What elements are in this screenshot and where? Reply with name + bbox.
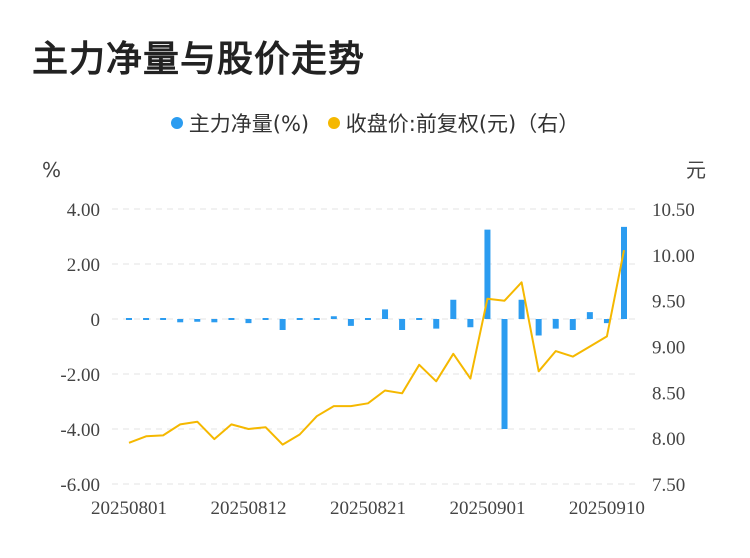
left-tick-label: 4.00 bbox=[67, 200, 100, 221]
legend-dot-net-volume bbox=[170, 117, 183, 129]
x-tick-label: 20250821 bbox=[330, 498, 406, 519]
net-volume-bar[interactable] bbox=[586, 312, 593, 319]
net-volume-bar[interactable] bbox=[535, 319, 542, 336]
net-volume-bar[interactable] bbox=[313, 318, 320, 320]
net-volume-bar[interactable] bbox=[501, 319, 508, 429]
left-tick-label: -2.00 bbox=[60, 365, 100, 386]
net-volume-bar[interactable] bbox=[433, 319, 440, 329]
net-volume-bar[interactable] bbox=[399, 319, 406, 330]
page-title: 主力净量与股价走势 bbox=[32, 39, 366, 80]
left-tick-label: 0 bbox=[91, 310, 101, 331]
right-tick-label: 9.00 bbox=[652, 338, 685, 359]
right-tick-label: 10.50 bbox=[652, 200, 695, 221]
right-axis-unit: 元 bbox=[686, 158, 706, 182]
net-volume-bar[interactable] bbox=[279, 319, 286, 330]
net-volume-bar[interactable] bbox=[450, 299, 457, 319]
x-tick-label: 20250910 bbox=[569, 498, 645, 519]
net-volume-bar[interactable] bbox=[143, 318, 150, 320]
net-volume-bar[interactable] bbox=[552, 319, 559, 329]
close-price-line[interactable] bbox=[128, 250, 625, 446]
net-volume-bar[interactable] bbox=[603, 319, 610, 324]
legend-item-close-price[interactable]: 收盘价:前复权(元)（右） bbox=[327, 108, 580, 138]
x-tick-label: 20250801 bbox=[91, 498, 167, 519]
net-volume-bar[interactable] bbox=[347, 319, 354, 326]
net-volume-bar[interactable] bbox=[126, 318, 132, 320]
x-tick-label: 20250812 bbox=[210, 498, 286, 519]
net-volume-bar[interactable] bbox=[364, 318, 371, 320]
x-axis-ticks: 20250801 20250812 20250821 20250901 20250910 bbox=[91, 498, 645, 519]
grid-lines bbox=[112, 208, 640, 485]
net-volume-bar[interactable] bbox=[160, 318, 167, 320]
left-tick-label: -4.00 bbox=[60, 420, 100, 441]
chart-legend: 主力净量(%) 收盘价:前复权(元)（右） bbox=[0, 108, 750, 138]
left-tick-label: -6.00 bbox=[60, 475, 100, 496]
net-volume-bar[interactable] bbox=[228, 318, 235, 320]
net-volume-bar[interactable] bbox=[382, 309, 389, 319]
right-tick-label: 7.50 bbox=[652, 475, 685, 496]
left-axis-unit: % bbox=[42, 158, 61, 182]
net-volume-bar[interactable] bbox=[296, 318, 303, 320]
net-volume-bars bbox=[126, 226, 627, 429]
net-volume-bar[interactable] bbox=[330, 316, 337, 319]
net-volume-bar[interactable] bbox=[262, 318, 269, 320]
net-volume-bar[interactable] bbox=[518, 299, 525, 319]
legend-dot-close-price bbox=[327, 117, 340, 129]
right-axis-ticks: 10.50 10.00 9.50 9.00 8.50 8.00 7.50 bbox=[652, 200, 695, 496]
legend-label-net-volume: 主力净量(%) bbox=[188, 112, 310, 136]
legend-item-net-volume[interactable]: 主力净量(%) bbox=[170, 108, 310, 138]
right-tick-label: 9.50 bbox=[652, 292, 685, 313]
net-volume-bar[interactable] bbox=[484, 229, 491, 319]
x-tick-label: 20250901 bbox=[449, 498, 525, 519]
net-volume-bar[interactable] bbox=[467, 319, 474, 328]
net-volume-bar[interactable] bbox=[194, 319, 201, 322]
close-price-line-group bbox=[128, 250, 625, 446]
left-tick-label: 2.00 bbox=[67, 255, 100, 276]
net-volume-bar[interactable] bbox=[245, 319, 252, 324]
right-tick-label: 8.00 bbox=[652, 429, 685, 450]
right-tick-label: 10.00 bbox=[652, 246, 695, 267]
legend-label-close-price: 收盘价:前复权(元)（右） bbox=[345, 112, 580, 136]
net-volume-bar[interactable] bbox=[621, 226, 627, 319]
net-volume-bar[interactable] bbox=[569, 319, 576, 330]
net-volume-bar[interactable] bbox=[177, 319, 184, 323]
net-volume-bar[interactable] bbox=[416, 318, 423, 320]
left-axis-ticks: 4.00 2.00 0 -2.00 -4.00 -6.00 bbox=[60, 200, 100, 496]
net-volume-bar[interactable] bbox=[211, 319, 218, 323]
right-tick-label: 8.50 bbox=[652, 383, 685, 404]
